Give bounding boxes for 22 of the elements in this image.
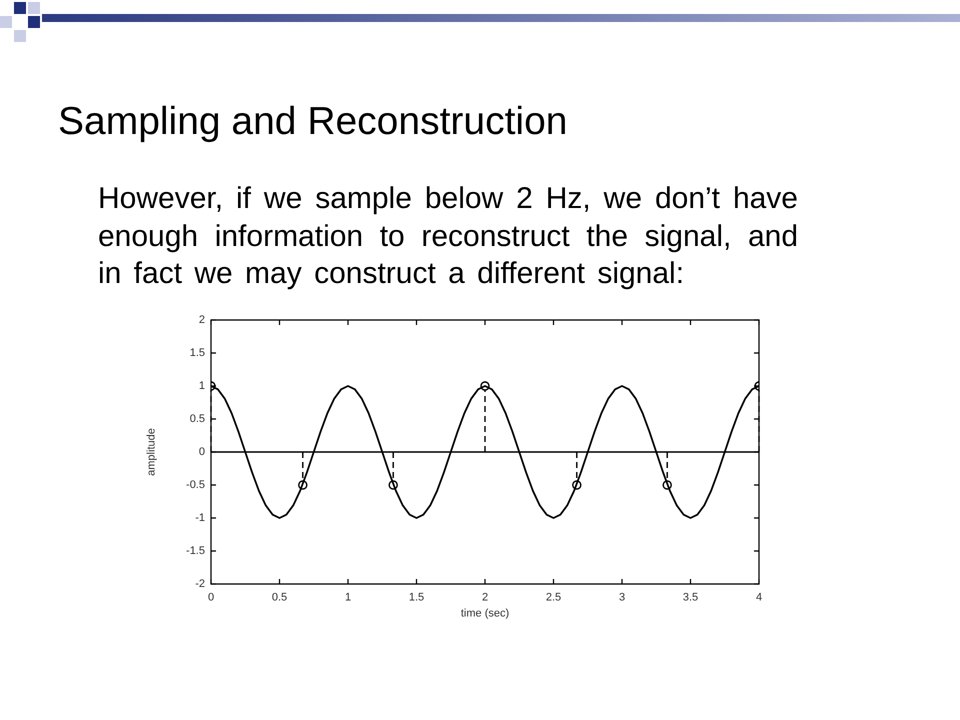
x-tick-label: 3.5 <box>682 592 698 604</box>
y-tick-label: 1.5 <box>190 347 205 360</box>
y-tick-label: -0.5 <box>186 479 205 492</box>
y-tick-label: 1 <box>198 380 205 392</box>
x-tick-label: 2.5 <box>546 592 562 604</box>
x-tick-label: 1.5 <box>408 592 424 604</box>
y-tick-label: -2 <box>195 578 205 590</box>
x-tick-label: 0.5 <box>272 592 288 604</box>
y-tick-label: 0 <box>198 446 205 458</box>
chart-subtitle: However, if we sample below 2 Hz, we don’t have enough information to reconstruct the signal, and in fact we may construct a different signal: <box>98 181 798 292</box>
x-tick-label: 3 <box>618 592 626 604</box>
y-tick-label: 2 <box>198 314 205 326</box>
chart-title: Sampling and Reconstruction <box>58 100 568 143</box>
x-tick-label: 2 <box>482 592 488 604</box>
y-tick-label: -1.5 <box>186 545 205 558</box>
y-axis-title: amplitude <box>146 428 158 476</box>
y-tick-label: 0.5 <box>190 413 205 426</box>
x-tick-label: 1 <box>344 592 352 604</box>
x-axis-title: time (sec) <box>460 607 510 620</box>
y-tick-label: -1 <box>195 512 205 524</box>
x-tick-label: 4 <box>756 592 762 604</box>
x-tick-label: 0 <box>208 592 214 604</box>
